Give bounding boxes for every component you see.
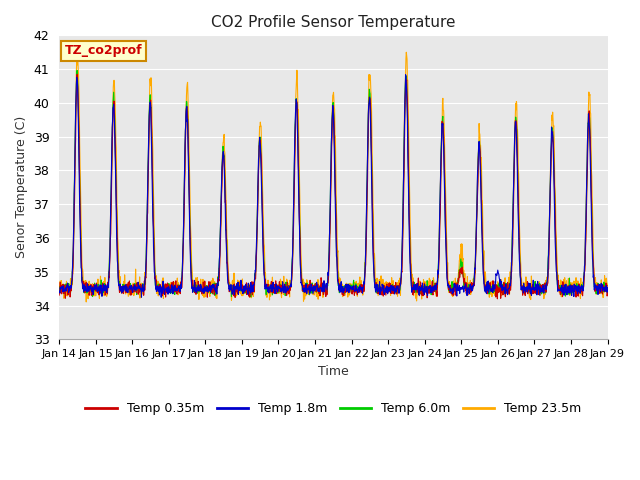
Title: CO2 Profile Sensor Temperature: CO2 Profile Sensor Temperature bbox=[211, 15, 456, 30]
Y-axis label: Senor Temperature (C): Senor Temperature (C) bbox=[15, 116, 28, 258]
Legend: Temp 0.35m, Temp 1.8m, Temp 6.0m, Temp 23.5m: Temp 0.35m, Temp 1.8m, Temp 6.0m, Temp 2… bbox=[81, 397, 586, 420]
Text: TZ_co2prof: TZ_co2prof bbox=[65, 45, 142, 58]
X-axis label: Time: Time bbox=[318, 365, 349, 378]
